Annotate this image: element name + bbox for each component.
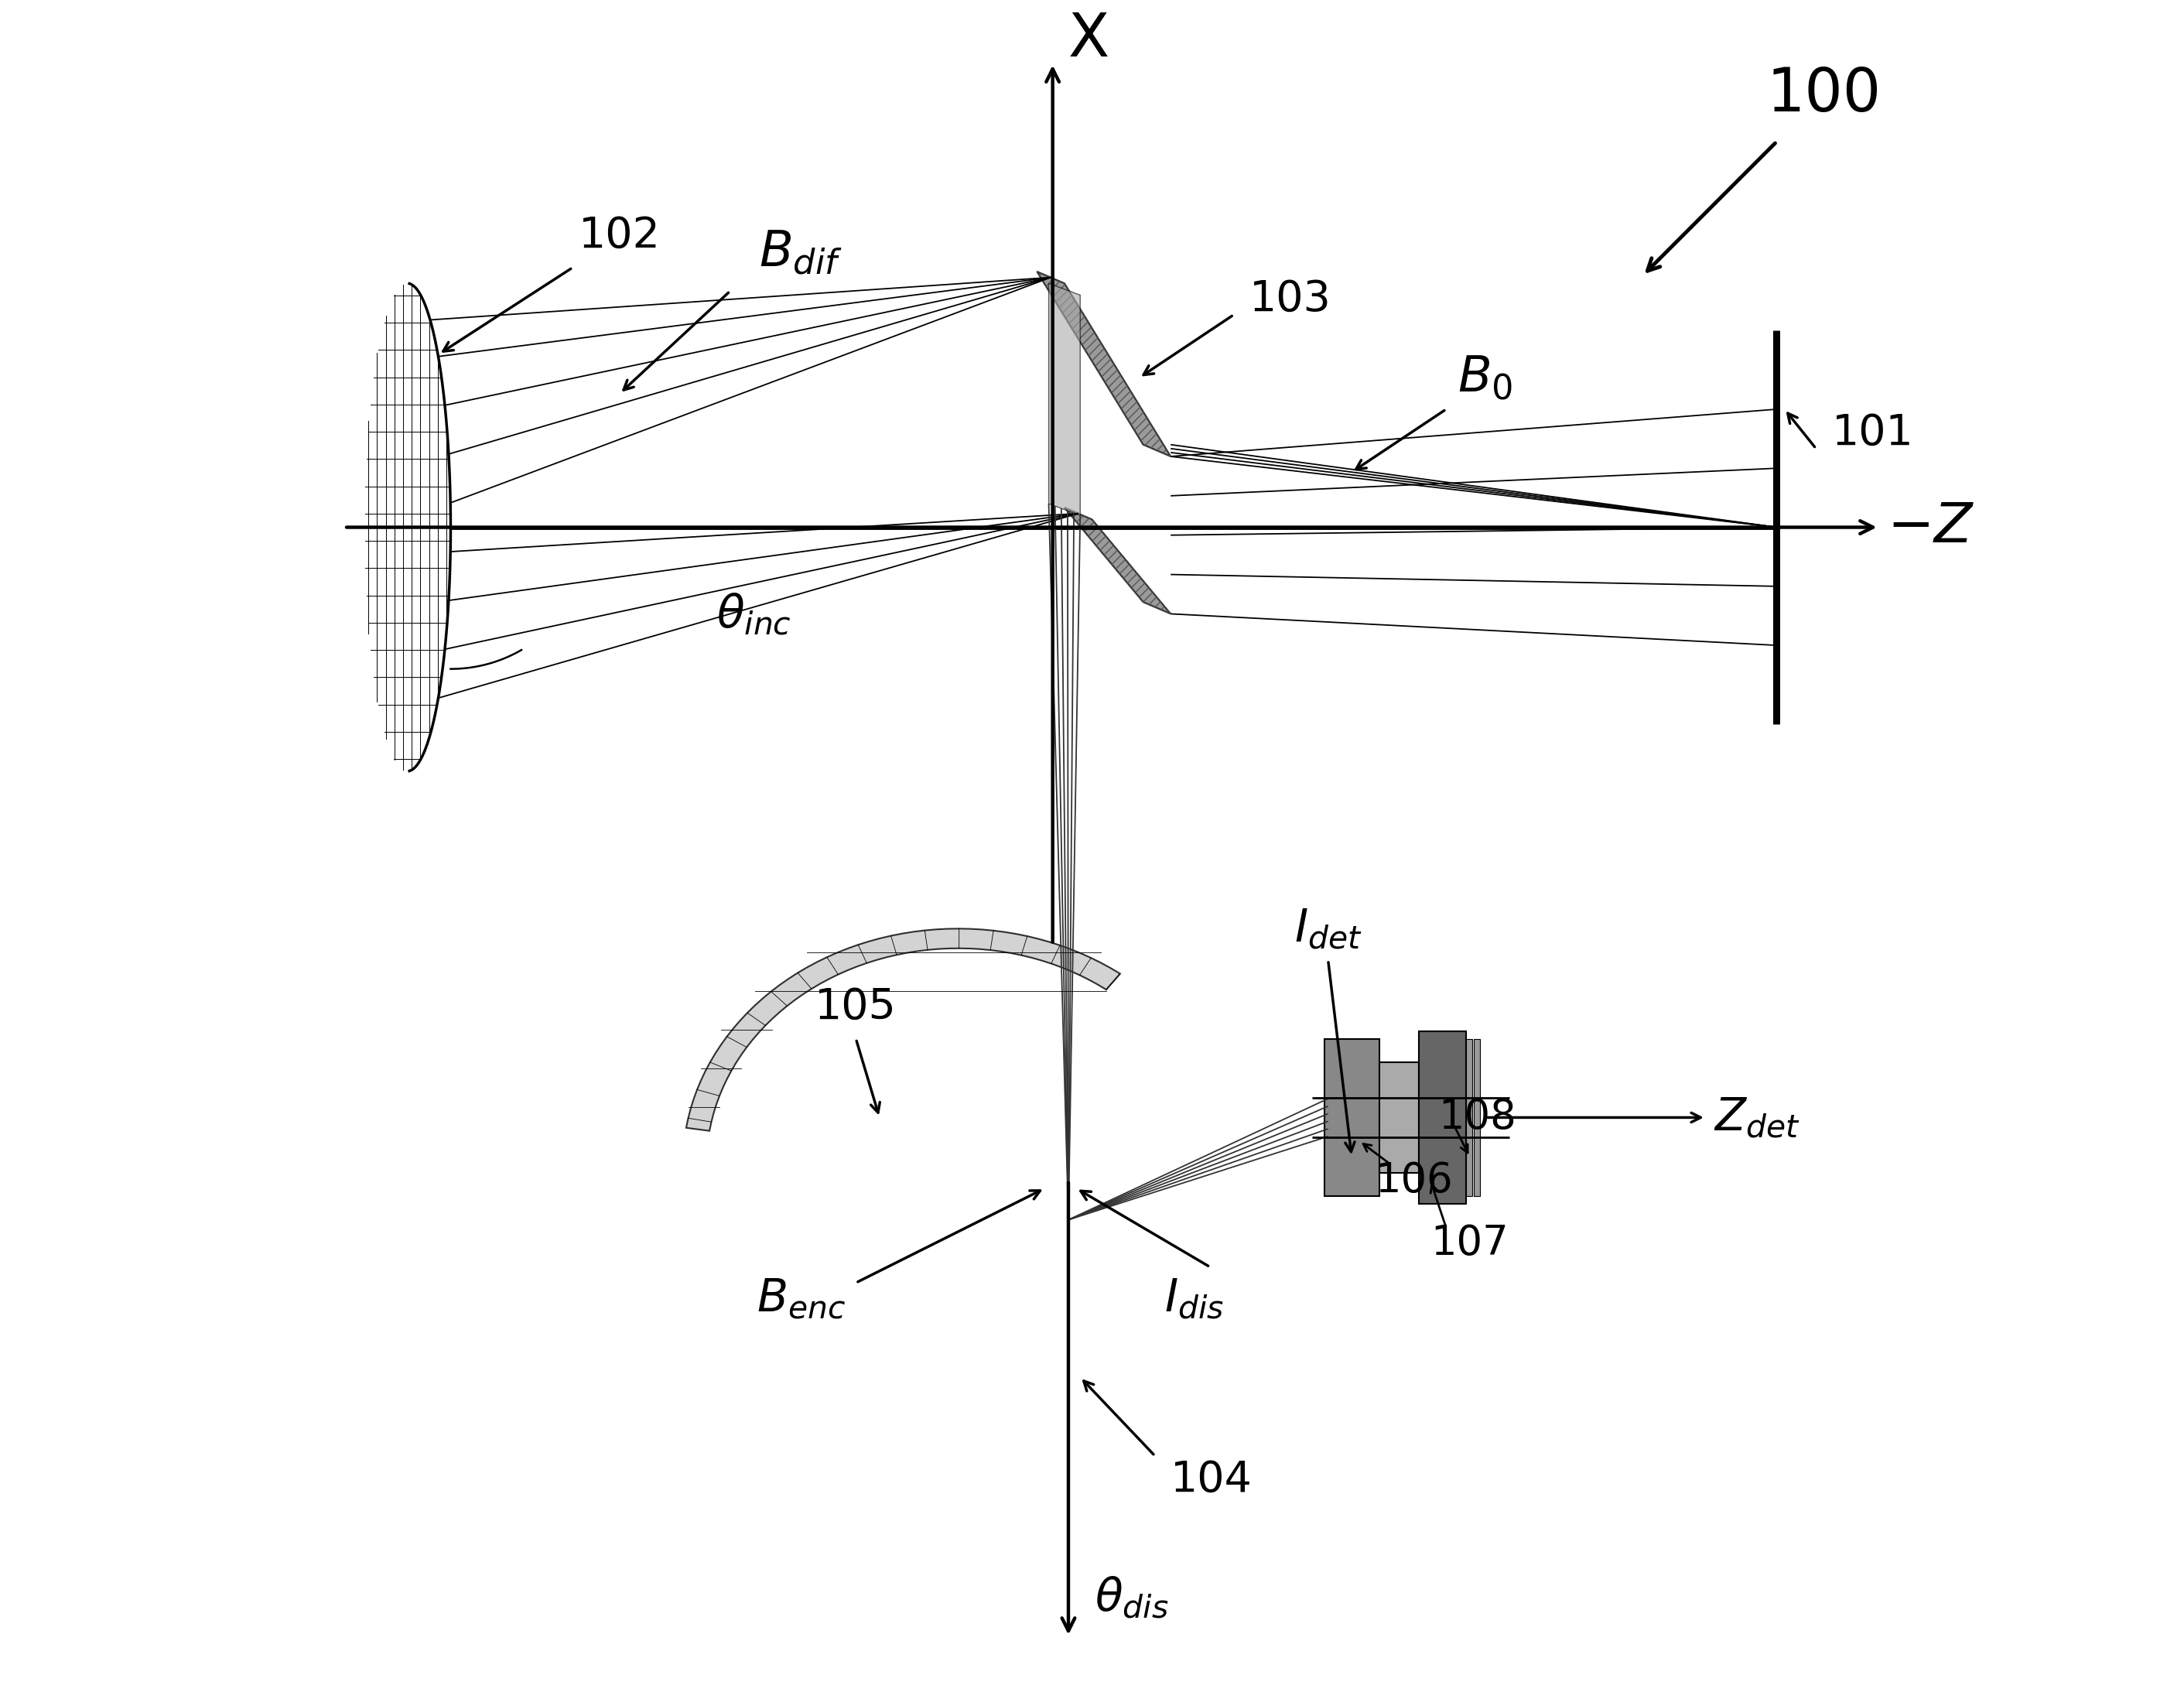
Text: 105: 105 [815, 986, 898, 1029]
Bar [1324, 1039, 1380, 1196]
Polygon shape [1048, 283, 1081, 516]
Text: $B_{0}$: $B_{0}$ [1459, 354, 1514, 401]
Text: X: X [1068, 10, 1109, 69]
Text: 106: 106 [1376, 1161, 1452, 1201]
Polygon shape [1037, 271, 1171, 457]
Text: $Z_{det}$: $Z_{det}$ [1714, 1095, 1800, 1139]
Text: $-Z$: $-Z$ [1887, 501, 1974, 553]
Polygon shape [1064, 508, 1171, 614]
Text: $\theta_{dis}$: $\theta_{dis}$ [1094, 1575, 1168, 1621]
Text: 103: 103 [1249, 277, 1332, 320]
Polygon shape [686, 929, 1120, 1130]
Bar [1465, 1039, 1472, 1196]
Text: $B_{dif}$: $B_{dif}$ [760, 228, 843, 276]
Text: $\theta_{inc}$: $\theta_{inc}$ [716, 591, 791, 636]
Bar [1420, 1030, 1465, 1205]
Text: 108: 108 [1439, 1098, 1516, 1137]
Text: 101: 101 [1832, 411, 1913, 453]
Text: $B_{enc}$: $B_{enc}$ [756, 1276, 845, 1320]
Text: 107: 107 [1431, 1223, 1509, 1264]
Text: $I_{det}$: $I_{det}$ [1295, 907, 1363, 951]
Text: 104: 104 [1171, 1459, 1254, 1501]
Text: $I_{dis}$: $I_{dis}$ [1164, 1276, 1223, 1320]
Text: 102: 102 [579, 215, 662, 257]
Bar [1380, 1063, 1420, 1173]
Text: 100: 100 [1767, 64, 1880, 124]
Bar [1474, 1039, 1481, 1196]
